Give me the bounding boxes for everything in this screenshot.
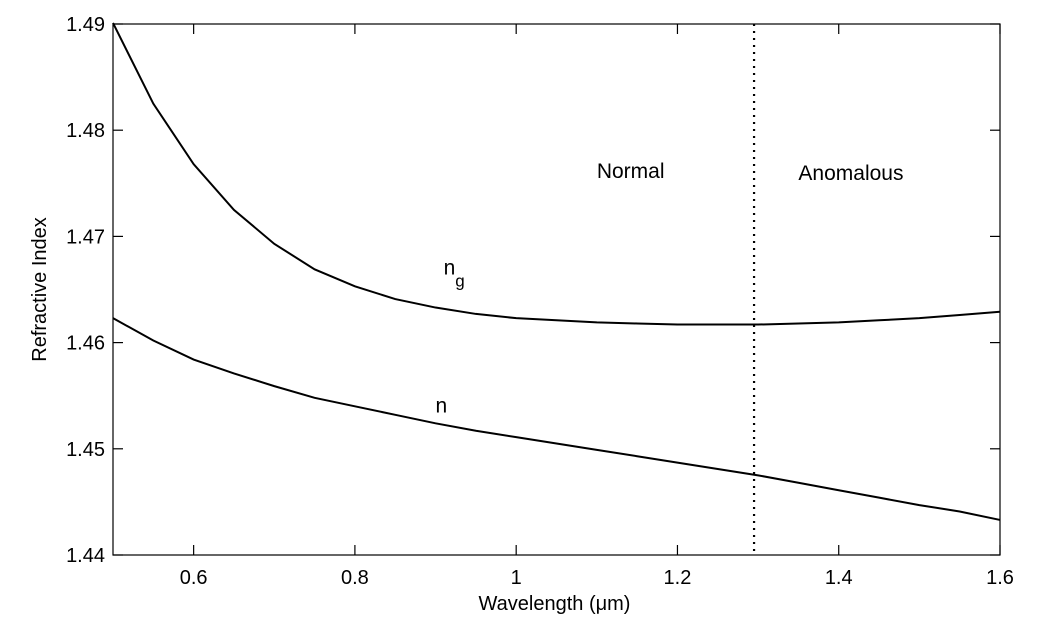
- annotation-n: n: [436, 395, 448, 418]
- axis-tick-labels: 0.6 0.8 1 1.2 1.4 1.6 1.44 1.45 1.46 1.47 1.48 1.49: [66, 14, 1014, 589]
- series-line-n: [112, 317, 1001, 521]
- x-axis-label: Wavelength (μm): [479, 593, 631, 615]
- x-tick-label: 0.6: [180, 567, 208, 589]
- annotation-n-g: ng: [444, 257, 465, 291]
- y-tick-label: 1.45: [66, 439, 105, 461]
- axis-ticks: [113, 23, 1001, 556]
- y-axis-label: Refractive Index: [29, 217, 51, 362]
- x-tick-label: 1.4: [825, 567, 853, 589]
- annotations: Normal Anomalous ng n: [436, 160, 904, 418]
- series-line-n-g: [112, 22, 1001, 326]
- y-tick-label: 1.46: [66, 333, 105, 355]
- y-tick-label: 1.47: [66, 226, 105, 248]
- x-tick-label: 1.2: [664, 567, 692, 589]
- plot-marks: [112, 22, 1001, 555]
- annotation-anomalous: Anomalous: [798, 162, 903, 185]
- x-tick-label: 0.8: [341, 567, 369, 589]
- annotation-normal: Normal: [597, 160, 665, 183]
- y-tick-label: 1.48: [66, 120, 105, 142]
- y-tick-label: 1.44: [66, 545, 105, 567]
- x-tick-label: 1.6: [986, 567, 1014, 589]
- y-tick-label: 1.49: [66, 14, 105, 36]
- x-tick-label: 1: [511, 567, 522, 589]
- plot-frame: [112, 23, 1001, 556]
